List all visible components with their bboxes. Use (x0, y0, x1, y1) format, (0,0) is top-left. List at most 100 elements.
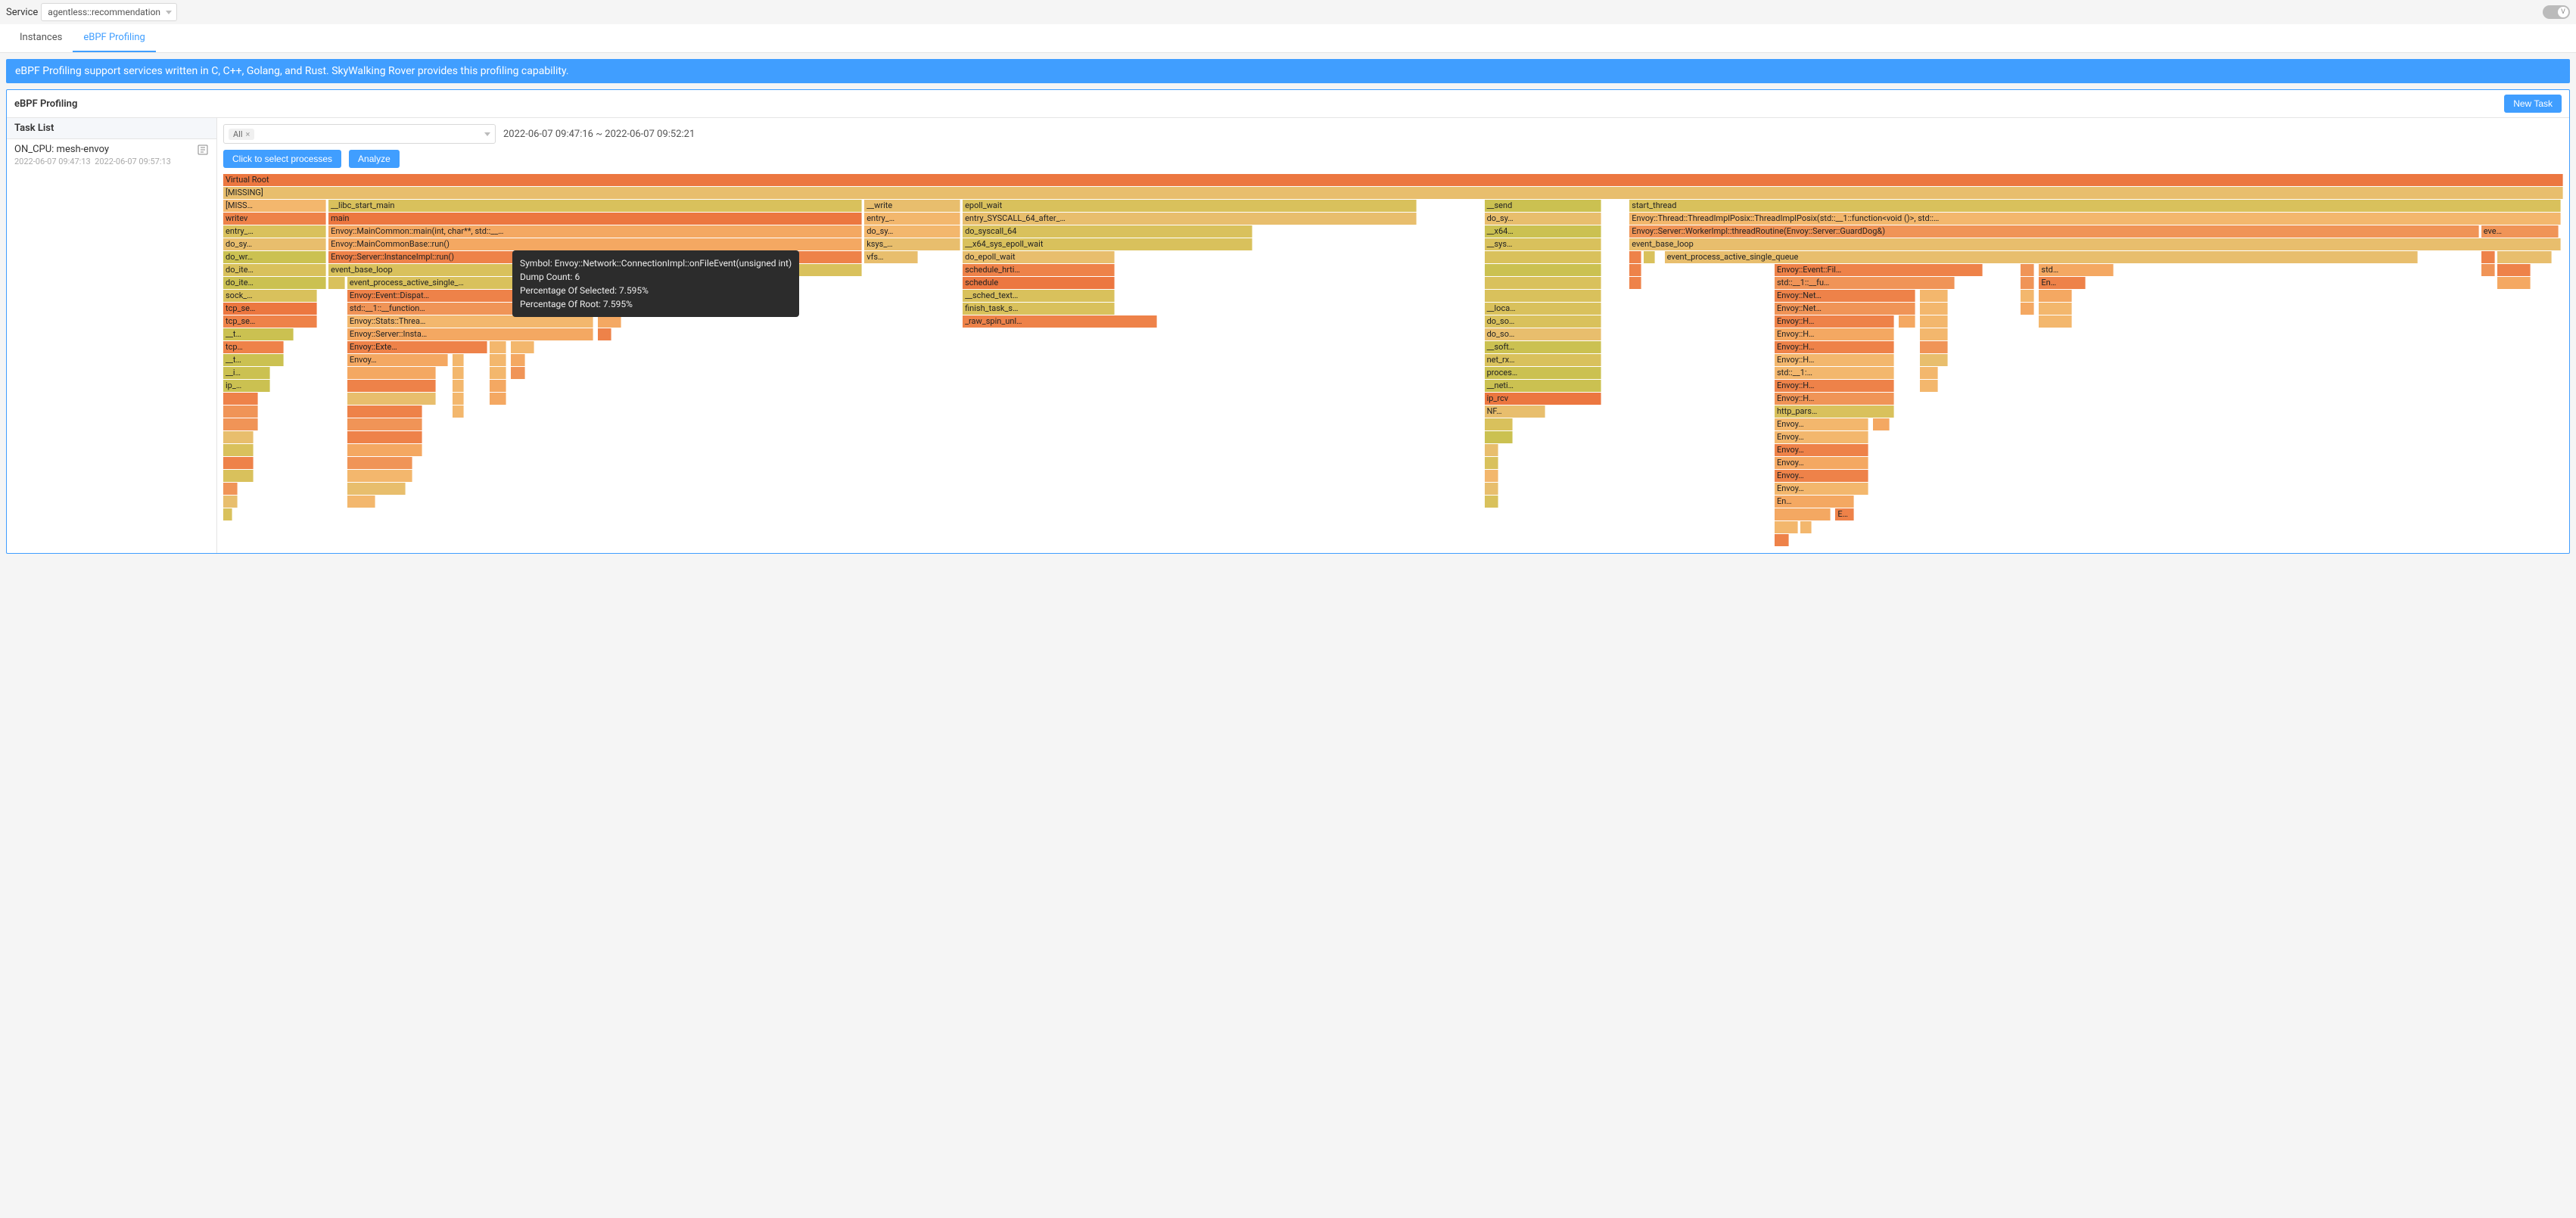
flame-cell[interactable]: [MISSING] (223, 187, 2563, 199)
flame-cell[interactable]: Envoy… (1775, 470, 1868, 482)
flame-cell[interactable]: __neti… (1485, 380, 1602, 392)
flame-cell[interactable]: tcp_se… (223, 315, 317, 328)
flame-cell[interactable]: net_rx… (1485, 354, 1602, 366)
flame-cell[interactable] (1899, 315, 1915, 328)
flame-cell[interactable] (598, 315, 621, 328)
flame-cell[interactable] (453, 354, 464, 366)
flame-cell[interactable]: entry_… (223, 225, 326, 238)
flame-cell[interactable]: Envoy::Thread::ThreadImplPosix::ThreadIm… (1629, 213, 2561, 225)
flame-cell[interactable] (1920, 303, 1948, 315)
flame-cell[interactable]: do_sy… (864, 225, 960, 238)
flame-cell[interactable] (1485, 496, 1499, 508)
flame-cell[interactable] (1775, 534, 1789, 546)
flame-cell[interactable]: ip_rcv (1485, 393, 1602, 405)
tab-instances[interactable]: Instances (9, 24, 73, 52)
flame-cell[interactable]: do_ite… (223, 277, 326, 289)
new-task-button[interactable]: New Task (2504, 95, 2562, 113)
flame-cell[interactable] (347, 418, 422, 430)
flame-cell[interactable] (1920, 328, 1948, 340)
flame-cell[interactable]: Envoy::H… (1775, 380, 1894, 392)
flame-cell[interactable]: Envoy::Net… (1775, 303, 1915, 315)
process-filter-select[interactable]: All × (223, 124, 496, 144)
flame-cell[interactable] (1629, 264, 1641, 276)
flame-cell[interactable]: Envoy::Event::Fil… (1775, 264, 1983, 276)
flame-cell[interactable] (1485, 251, 1602, 263)
flame-cell[interactable]: do_syscall_64 (963, 225, 1252, 238)
flame-cell[interactable] (2021, 264, 2035, 276)
task-detail-icon[interactable] (197, 144, 209, 156)
flame-cell[interactable]: __libc_start_main (328, 200, 862, 212)
flame-cell[interactable]: event_base_loop (1629, 238, 2561, 250)
flame-cell[interactable]: entry_SYSCALL_64_after_… (963, 213, 1417, 225)
flame-cell[interactable]: Envoy::Server::WorkerImpl::threadRoutine… (1629, 225, 2478, 238)
flame-cell[interactable]: __sched_text… (963, 290, 1115, 302)
flame-cell[interactable] (2039, 290, 2071, 302)
flame-cell[interactable]: Envoy… (1775, 483, 1868, 495)
flame-cell[interactable]: std::__1::__fu… (1775, 277, 1955, 289)
close-icon[interactable]: × (246, 129, 250, 139)
flame-cell[interactable]: Envoy::MainCommon::main(int, char**, std… (328, 225, 862, 238)
flame-cell[interactable] (223, 431, 254, 443)
flame-cell[interactable] (598, 328, 612, 340)
flame-cell[interactable] (2497, 277, 2530, 289)
flame-cell[interactable] (2497, 264, 2530, 276)
select-processes-button[interactable]: Click to select processes (223, 150, 341, 168)
flame-cell[interactable]: __x64… (1485, 225, 1602, 238)
flame-cell[interactable]: vfs… (864, 251, 918, 263)
flame-cell[interactable]: __loca… (1485, 303, 1602, 315)
flame-cell[interactable]: Envoy::MainCommonBase::run() (328, 238, 862, 250)
view-toggle[interactable] (2543, 5, 2570, 19)
flame-cell[interactable] (223, 496, 238, 508)
flame-cell[interactable] (1920, 290, 1948, 302)
flame-cell[interactable] (223, 508, 232, 520)
flame-cell[interactable]: En… (1835, 508, 1854, 520)
flame-cell[interactable] (223, 405, 258, 418)
flame-cell[interactable] (1485, 470, 1499, 482)
flame-cell[interactable]: Envoy::H… (1775, 393, 1894, 405)
flame-cell[interactable]: __write (864, 200, 960, 212)
flame-cell[interactable] (490, 354, 506, 366)
flame-cell[interactable] (453, 380, 464, 392)
flamegraph[interactable]: Virtual Root[MISSING][MISS…__libc_start_… (223, 174, 2563, 547)
flame-cell[interactable] (1920, 354, 1948, 366)
flame-cell[interactable] (2039, 303, 2071, 315)
flame-cell[interactable] (347, 483, 406, 495)
flame-cell[interactable] (1644, 251, 1655, 263)
flame-cell[interactable] (1775, 521, 1798, 533)
flame-cell[interactable]: NF… (1485, 405, 1545, 418)
flame-cell[interactable] (347, 496, 375, 508)
analyze-button[interactable]: Analyze (349, 150, 400, 168)
flame-cell[interactable] (453, 405, 464, 418)
tab-ebpf-profiling[interactable]: eBPF Profiling (73, 24, 156, 52)
flame-cell[interactable]: finish_task_s… (963, 303, 1115, 315)
flame-cell[interactable] (2497, 251, 2551, 263)
flame-cell[interactable] (347, 431, 422, 443)
flame-cell[interactable]: Envoy::H… (1775, 315, 1894, 328)
flame-cell[interactable] (2021, 277, 2035, 289)
flame-cell[interactable]: do_epoll_wait (963, 251, 1115, 263)
flame-cell[interactable]: Envoy… (347, 354, 448, 366)
flame-cell[interactable]: En… (2039, 277, 2086, 289)
flame-cell[interactable] (2021, 303, 2035, 315)
flame-cell[interactable]: eve… (2481, 225, 2559, 238)
flame-cell[interactable] (328, 277, 345, 289)
task-item[interactable]: ON_CPU: mesh-envoy 2022-06-07 09:47:13 2… (7, 139, 216, 171)
flame-cell[interactable] (453, 367, 464, 379)
flame-cell[interactable] (1873, 418, 1890, 430)
flame-cell[interactable] (511, 354, 525, 366)
flame-cell[interactable]: do_wr… (223, 251, 326, 263)
flame-cell[interactable] (223, 483, 238, 495)
flame-cell[interactable] (1800, 521, 1812, 533)
flame-cell[interactable] (1485, 418, 1513, 430)
flame-cell[interactable]: http_pars… (1775, 405, 1894, 418)
flame-cell[interactable]: Envoy::Exte… (347, 341, 488, 353)
flame-cell[interactable]: Envoy::H… (1775, 328, 1894, 340)
flame-cell[interactable] (1485, 290, 1602, 302)
flame-cell[interactable]: start_thread (1629, 200, 2561, 212)
flame-cell[interactable] (347, 380, 436, 392)
flame-cell[interactable] (1485, 483, 1499, 495)
flame-cell[interactable] (453, 393, 464, 405)
flame-cell[interactable]: En… (1775, 496, 1854, 508)
flame-cell[interactable]: do_sy… (223, 238, 326, 250)
flame-cell[interactable] (511, 367, 525, 379)
